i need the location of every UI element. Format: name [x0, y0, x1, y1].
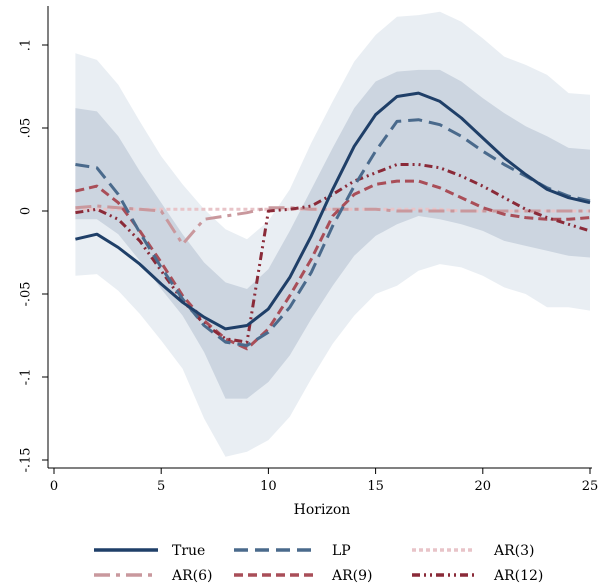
legend-label: AR(3)	[493, 543, 534, 559]
y-tick-label: -.1	[19, 369, 34, 386]
x-axis-title: Horizon	[294, 502, 351, 518]
series-line-lp	[75, 118, 591, 347]
x-tick-label: 15	[367, 479, 384, 494]
series-line-ar9	[75, 179, 591, 351]
legend-label: True	[172, 543, 205, 559]
x-tick-label: 0	[50, 479, 58, 494]
x-tick-label: 5	[157, 479, 165, 494]
legend-label: AR(12)	[493, 568, 543, 584]
x-tick-label: 25	[582, 479, 599, 494]
series-lines	[75, 91, 591, 351]
x-tick-label: 10	[260, 479, 277, 494]
y-tick-label: -.15	[19, 447, 34, 472]
y-tick-label: .05	[19, 118, 34, 139]
axes	[47, 6, 592, 469]
confidence-bands	[75, 11, 590, 457]
y-tick-label: -.05	[19, 281, 34, 306]
series-line-true	[75, 91, 591, 331]
x-tick-label: 20	[475, 479, 492, 494]
y-tick-label: 0	[19, 207, 34, 215]
x-axis-ticks: 0 5 10 15 20 25	[50, 468, 598, 494]
y-tick-label: .1	[19, 39, 34, 51]
y-axis-ticks: -.15 -.1 -.05 0 .05 .1	[19, 39, 48, 473]
legend-label: AR(6)	[171, 568, 212, 584]
legend: True LP AR(3) AR(6) AR(9) AR(12)	[94, 543, 543, 584]
legend-label: LP	[332, 543, 351, 559]
series-line-ar6	[75, 204, 590, 246]
legend-label: AR(9)	[331, 568, 372, 584]
